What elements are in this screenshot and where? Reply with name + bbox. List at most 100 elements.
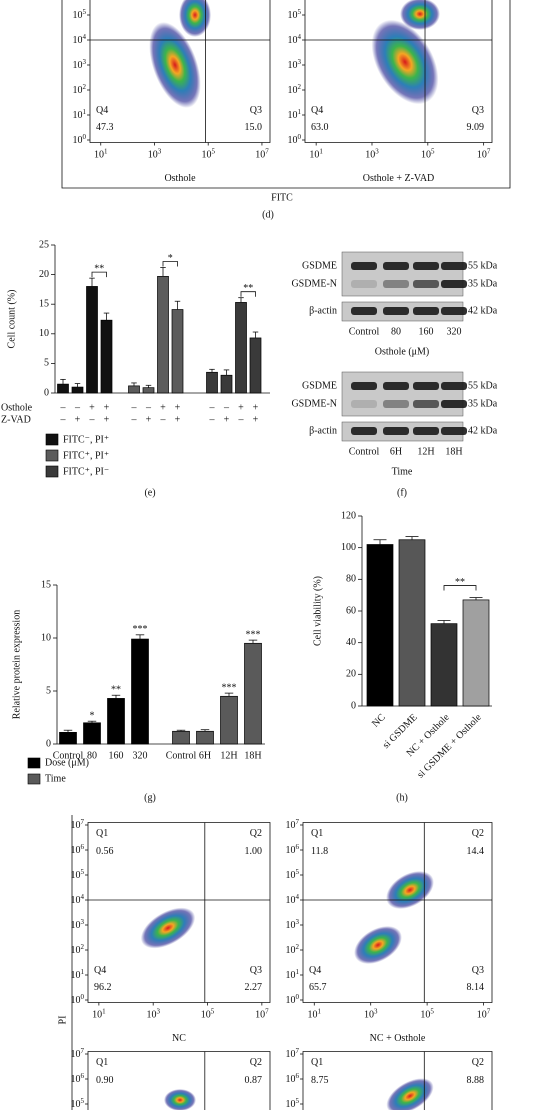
tick-label: 105: [420, 1007, 434, 1021]
quadrant-value: 8.14: [467, 982, 485, 993]
size-label: 55 kDa: [468, 260, 498, 271]
condition-sign: +: [253, 414, 259, 425]
condition-sign: –: [131, 402, 138, 413]
plot-frame: [302, 822, 493, 1003]
bar: [57, 383, 69, 394]
condition-sign: –: [89, 414, 96, 425]
y-tick-label: 60: [346, 605, 356, 616]
tick-exponent: 2: [81, 943, 85, 951]
tick-base: 10: [71, 995, 81, 1006]
condition-sign: +: [146, 414, 152, 425]
tick-exponent: 3: [81, 918, 85, 926]
band: [441, 280, 467, 288]
tick-label: 100: [288, 133, 302, 147]
band: [413, 307, 439, 315]
tick-label: 105: [288, 8, 302, 22]
bar: [171, 309, 184, 394]
tick-exponent: 1: [104, 147, 108, 155]
bar: [86, 286, 98, 394]
size-label: 35 kDa: [468, 278, 498, 289]
tick-label: 107: [71, 818, 85, 832]
tick-exponent: 5: [211, 147, 215, 155]
x-tick-label: 160: [109, 750, 124, 761]
quadrant-value: 8.88: [467, 1075, 485, 1086]
legend-swatch: [27, 757, 41, 769]
size-label: 35 kDa: [468, 398, 498, 409]
tick-base: 10: [201, 150, 211, 161]
row-label: GSDME: [302, 380, 337, 391]
condition-sign: –: [223, 402, 230, 413]
quadrant-name: Q3: [250, 105, 262, 116]
tick-label: 104: [71, 893, 85, 907]
tick-base: 10: [71, 970, 81, 981]
band: [441, 262, 467, 270]
tick-base: 10: [73, 60, 83, 71]
tick-exponent: 3: [158, 147, 162, 155]
bar: [107, 698, 125, 745]
tick-base: 10: [71, 1099, 81, 1110]
tick-base: 10: [286, 945, 296, 956]
legend-swatch: [45, 433, 59, 446]
condition-sign: +: [89, 402, 95, 413]
quadrant-value: 96.2: [94, 982, 112, 993]
lane-label: Control: [349, 326, 380, 337]
bar: [128, 385, 140, 394]
tick-base: 10: [477, 150, 487, 161]
y-tick-label: 15: [39, 298, 49, 309]
tick-base: 10: [73, 35, 83, 46]
density: [386, 871, 434, 909]
band: [441, 307, 467, 315]
quadrant-value: 15.0: [245, 122, 263, 133]
sig-label: ***: [133, 624, 148, 635]
tick-label: 105: [421, 147, 435, 161]
tick-base: 10: [255, 150, 265, 161]
density: [140, 907, 196, 949]
lane-label: 160: [419, 326, 434, 337]
band: [413, 382, 439, 390]
tick-label: 102: [71, 943, 85, 957]
sig-bracket: [443, 585, 477, 591]
bar: [206, 371, 218, 394]
tick-label: 102: [73, 83, 87, 97]
tick-exponent: 6: [81, 1072, 85, 1080]
band: [351, 262, 377, 270]
tick-exponent: 0: [83, 133, 87, 141]
band: [413, 400, 439, 408]
blot-xlabel: Time: [392, 466, 413, 477]
x-tick-label: 18H: [244, 750, 261, 761]
tick-exponent: 1: [102, 1007, 106, 1015]
tick-base: 10: [73, 10, 83, 21]
condition-sign: +: [160, 402, 166, 413]
tick-label: 105: [71, 1097, 85, 1110]
quadrant-name: Q3: [472, 105, 484, 116]
quadrant-name: Q4: [94, 965, 106, 976]
tick-base: 10: [288, 35, 298, 46]
tick-label: 103: [73, 58, 87, 72]
tick-label: 100: [73, 133, 87, 147]
sig-label: *: [168, 253, 173, 264]
tick-exponent: 0: [296, 993, 300, 1001]
tick-label: 107: [286, 1047, 300, 1061]
tick-exponent: 1: [318, 1007, 322, 1015]
tick-exponent: 4: [296, 893, 300, 901]
x-tick-label: 6H: [199, 750, 211, 761]
y-tick-label: 10: [41, 632, 51, 643]
tick-base: 10: [94, 150, 104, 161]
x-tick-label: 320: [133, 750, 148, 761]
band: [413, 262, 439, 270]
tick-base: 10: [255, 1010, 265, 1021]
condition-sign: –: [209, 402, 216, 413]
tick-base: 10: [421, 150, 431, 161]
tick-label: 106: [286, 843, 300, 857]
quadrant-value: 0.90: [96, 1075, 114, 1086]
tick-exponent: 4: [298, 33, 302, 41]
y-tick-label: 5: [46, 685, 51, 696]
sig-bracket: [91, 271, 107, 278]
tick-label: 101: [309, 147, 323, 161]
y-tick-label: 0: [44, 387, 49, 398]
tick-base: 10: [73, 135, 83, 146]
tick-base: 10: [286, 995, 296, 1006]
plot-frame: [304, 0, 493, 143]
tick-label: 103: [146, 1007, 160, 1021]
